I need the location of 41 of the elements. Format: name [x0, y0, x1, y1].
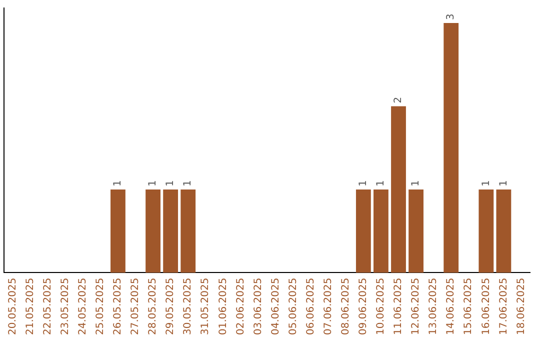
- x-tick-label: 05.06.2025: [288, 278, 299, 336]
- x-tick-label: 24.05.2025: [77, 278, 88, 336]
- data-label: 1: [498, 180, 510, 186]
- data-label: 3: [446, 14, 457, 20]
- x-tick-label: 21.05.2025: [24, 278, 36, 336]
- x-tick-label: 30.05.2025: [182, 278, 194, 336]
- x-tick-label: 13.06.2025: [428, 278, 440, 336]
- x-tick-label: 08.06.2025: [340, 278, 352, 336]
- x-tick-label: 07.06.2025: [322, 278, 334, 336]
- x-tick-label: 31.05.2025: [200, 278, 212, 336]
- x-tick-label: 03.06.2025: [252, 278, 264, 336]
- x-tick-label: 02.06.2025: [235, 278, 246, 336]
- data-label: 1: [358, 180, 370, 186]
- x-tick-label: 16.06.2025: [480, 278, 492, 336]
- x-tick-label: 09.06.2025: [358, 278, 370, 336]
- x-tick-label: 10.06.2025: [376, 278, 387, 336]
- data-label: 1: [376, 180, 387, 186]
- x-tick-label: 17.06.2025: [498, 278, 510, 336]
- x-tick-label: 04.06.2025: [270, 278, 282, 336]
- data-label: 1: [112, 180, 124, 186]
- x-tick-label: 26.05.2025: [112, 278, 124, 336]
- data-label: 1: [165, 180, 176, 186]
- x-tick-label: 15.06.2025: [463, 278, 474, 336]
- x-tick-label: 06.06.2025: [305, 278, 316, 336]
- x-tick-label: 27.05.2025: [130, 278, 142, 336]
- x-tick-label: 01.06.2025: [218, 278, 229, 336]
- x-tick-label: 18.06.2025: [516, 278, 527, 336]
- x-tick-label: 23.05.2025: [60, 278, 71, 336]
- data-label: 1: [410, 180, 422, 186]
- x-tick-label: 29.05.2025: [165, 278, 176, 336]
- data-label: 2: [393, 96, 404, 104]
- data-label: 1: [480, 180, 492, 186]
- x-tick-label: 22.05.2025: [42, 278, 54, 336]
- data-label: 1: [182, 180, 194, 186]
- x-tick-label: 25.05.2025: [95, 278, 106, 336]
- x-tick-label: 20.05.2025: [7, 278, 18, 336]
- data-label: 1: [148, 180, 159, 186]
- x-tick-label: 14.06.2025: [446, 278, 457, 336]
- x-tick-label: 28.05.2025: [148, 278, 159, 336]
- x-tick-label: 12.06.2025: [410, 278, 422, 336]
- x-tick-label: 11.06.2025: [393, 278, 404, 336]
